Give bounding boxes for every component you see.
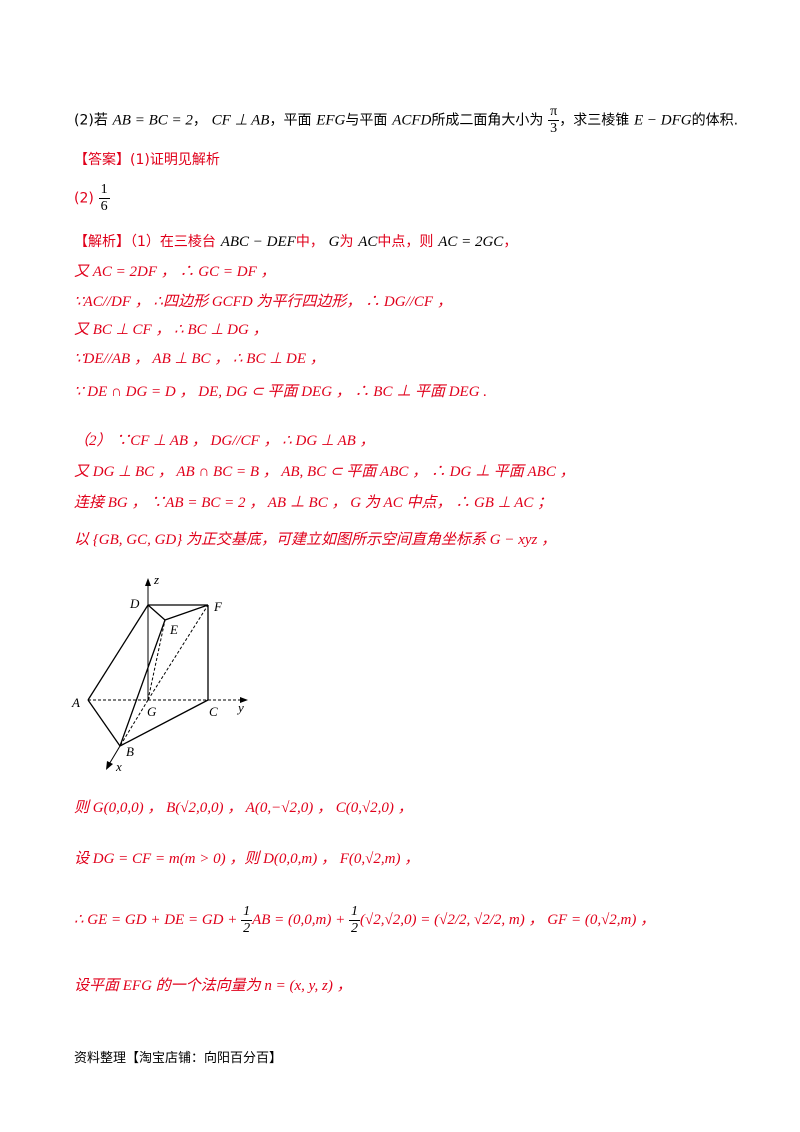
answer-line: 【答案】(1)证明见解析 xyxy=(74,150,220,170)
label-B: B xyxy=(126,744,134,759)
edge-AB xyxy=(87,699,121,747)
z-arrow xyxy=(145,578,151,586)
coords-l3c: (√2,√2,0) = (√2/2, √2/2, m) ， GF = (0,√2… xyxy=(360,911,656,928)
answer-frac-den: 6 xyxy=(100,199,108,214)
label-C: C xyxy=(209,704,218,719)
analysis-line-5: ∵DE//AB ， AB ⊥ BC ， ∴ BC ⊥ DE ， xyxy=(74,351,325,367)
analysis-m1: ABC − DEF xyxy=(220,234,296,250)
edge-BC xyxy=(119,699,209,747)
coords-line-4: 设平面 EFG 的一个法向量为 n = (x, y, z) ， xyxy=(74,978,352,994)
edge-GE xyxy=(147,619,166,701)
answer-part2-label: (2) xyxy=(74,190,94,207)
analysis-label: 【解析】（1）在三棱台 xyxy=(74,234,216,250)
analysis-line-9: 连接 BG ， ∵AB = BC = 2 ， AB ⊥ BC ， G 为 AC … xyxy=(74,495,553,511)
analysis-m2: G xyxy=(328,234,340,250)
q-math4: ACFD xyxy=(392,112,432,129)
label-z: z xyxy=(153,572,159,587)
q-prefix: (2)若 xyxy=(74,112,108,129)
q-sep2: ，平面 xyxy=(269,112,312,129)
analysis-m3: AC xyxy=(358,234,378,250)
label-A: A xyxy=(71,695,80,710)
q-text5: ，求三棱锥 xyxy=(559,112,630,129)
answer-label: 【答案】 xyxy=(74,152,130,168)
coords-l3-frac2-num: 1 xyxy=(349,904,361,921)
analysis-line-1: 【解析】（1）在三棱台 ABC − DEF中， G为 AC中点，则 AC = 2… xyxy=(74,231,517,252)
coordinate-figure: z D F E A G C y B x xyxy=(71,572,248,774)
answer-part1: (1)证明见解析 xyxy=(130,152,220,168)
coords-l3a: ∴ GE = GD + DE = GD + xyxy=(74,911,242,928)
label-G: G xyxy=(147,704,157,719)
analysis-line-2: 又 AC = 2DF ， ∴ GC = DF ， xyxy=(74,264,276,280)
coords-l3-frac2-den: 2 xyxy=(351,921,359,936)
label-y: y xyxy=(236,700,244,715)
q-math5: E − DFG xyxy=(634,112,692,129)
analysis-line-6: ∵ DE ∩ DG = D ， DE, DG ⊂ 平面 DEG ， ∴ BC ⊥… xyxy=(74,384,488,400)
analysis-m4: AC = 2GC xyxy=(438,234,504,250)
analysis-line-10: 以 {GB, GC, GD} 为正交基底，可建立如图所示空间直角坐标系 G − … xyxy=(74,532,557,548)
q-math1: AB = BC = 2 xyxy=(112,112,193,129)
label-E: E xyxy=(169,622,178,637)
coords-l3-frac-num: 1 xyxy=(241,904,253,921)
edge-AD xyxy=(87,604,149,701)
coords-line-3: ∴ GE = GD + DE = GD + 1 2 AB = (0,0,m) + 1… xyxy=(74,904,655,937)
edge-GF xyxy=(147,604,209,701)
edge-GB xyxy=(119,699,149,747)
coords-l3b: AB = (0,0,m) + xyxy=(252,911,350,928)
analysis-line-4: 又 BC ⊥ CF ， ∴ BC ⊥ DG ， xyxy=(74,322,268,338)
q-text4: 所成二面角大小为 xyxy=(431,112,544,129)
q-frac-den: 3 xyxy=(550,121,558,136)
label-D: D xyxy=(129,596,140,611)
analysis-t1: 中， xyxy=(295,234,324,250)
question-part2: (2)若 AB = BC = 2， CF ⊥ AB，平面 EFG与平面 ACFD… xyxy=(74,104,738,137)
q-math3: EFG xyxy=(316,112,346,129)
page-footer: 资料整理【淘宝店铺：向阳百分百】 xyxy=(74,1051,283,1066)
answer-frac-num: 1 xyxy=(98,182,110,199)
label-x: x xyxy=(115,759,122,774)
q-text3: 与平面 xyxy=(345,112,388,129)
q-math2: CF ⊥ AB xyxy=(211,112,270,129)
coords-l3-frac-den: 2 xyxy=(243,921,251,936)
edge-EB xyxy=(119,619,166,747)
analysis-line-7: （2） ∵CF ⊥ AB ， DG//CF ， ∴ DG ⊥ AB ， xyxy=(74,433,375,449)
coords-line-1: 则 G(0,0,0) ， B(√2,0,0) ， A(0,−√2,0) ， C(… xyxy=(74,800,413,816)
analysis-t3: 中点，则 xyxy=(377,234,434,250)
q-text6: 的体积. xyxy=(691,112,739,129)
edge-EF xyxy=(164,604,209,621)
q-frac-num: π xyxy=(548,104,560,121)
edge-DE xyxy=(147,604,166,621)
analysis-t4: ， xyxy=(503,234,518,250)
x-arrow xyxy=(106,761,113,770)
analysis-t2: 为 xyxy=(339,234,354,250)
analysis-line-3: ∵AC//DF ， ∴四边形 GCFD 为平行四边形， ∴ DG//CF ， xyxy=(74,294,452,310)
label-F: F xyxy=(213,599,223,614)
analysis-line-8: 又 DG ⊥ BC ， AB ∩ BC = B ， AB, BC ⊂ 平面 AB… xyxy=(74,464,575,480)
coords-line-2: 设 DG = CF = m(m > 0) ，则 D(0,0,m) ， F(0,√… xyxy=(74,851,420,867)
q-sep1: ， xyxy=(192,112,207,129)
y-arrow xyxy=(240,697,248,703)
